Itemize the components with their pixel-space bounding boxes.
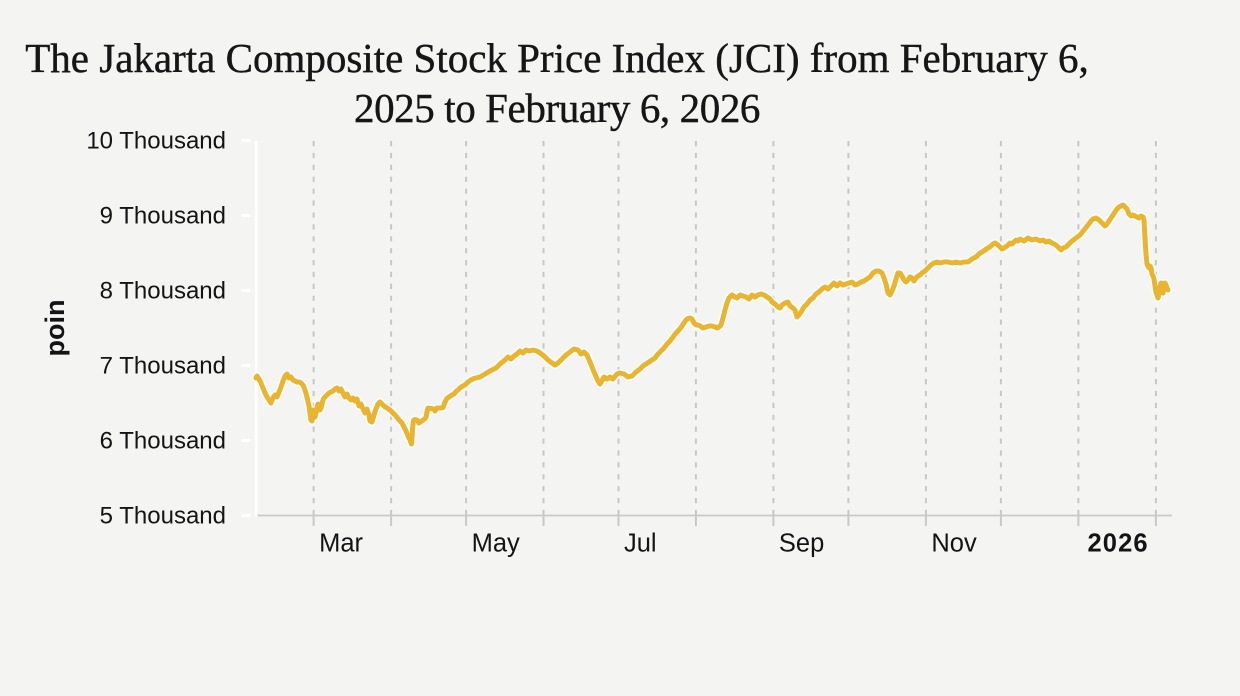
- svg-text:8 Thousand: 8 Thousand: [100, 278, 226, 305]
- svg-text:Nov: Nov: [931, 530, 977, 558]
- svg-text:Sep: Sep: [779, 530, 824, 558]
- svg-text:poin: poin: [40, 300, 70, 357]
- svg-text:May: May: [472, 530, 520, 558]
- svg-text:9 Thousand: 9 Thousand: [100, 203, 226, 230]
- svg-text:6 Thousand: 6 Thousand: [100, 428, 226, 455]
- svg-text:7 Thousand: 7 Thousand: [100, 353, 226, 380]
- svg-text:Jul: Jul: [624, 530, 657, 558]
- svg-text:5 Thousand: 5 Thousand: [100, 503, 226, 530]
- svg-text:10 Thousand: 10 Thousand: [86, 128, 226, 155]
- svg-text:2026: 2026: [1088, 530, 1149, 558]
- svg-text:Mar: Mar: [319, 530, 363, 558]
